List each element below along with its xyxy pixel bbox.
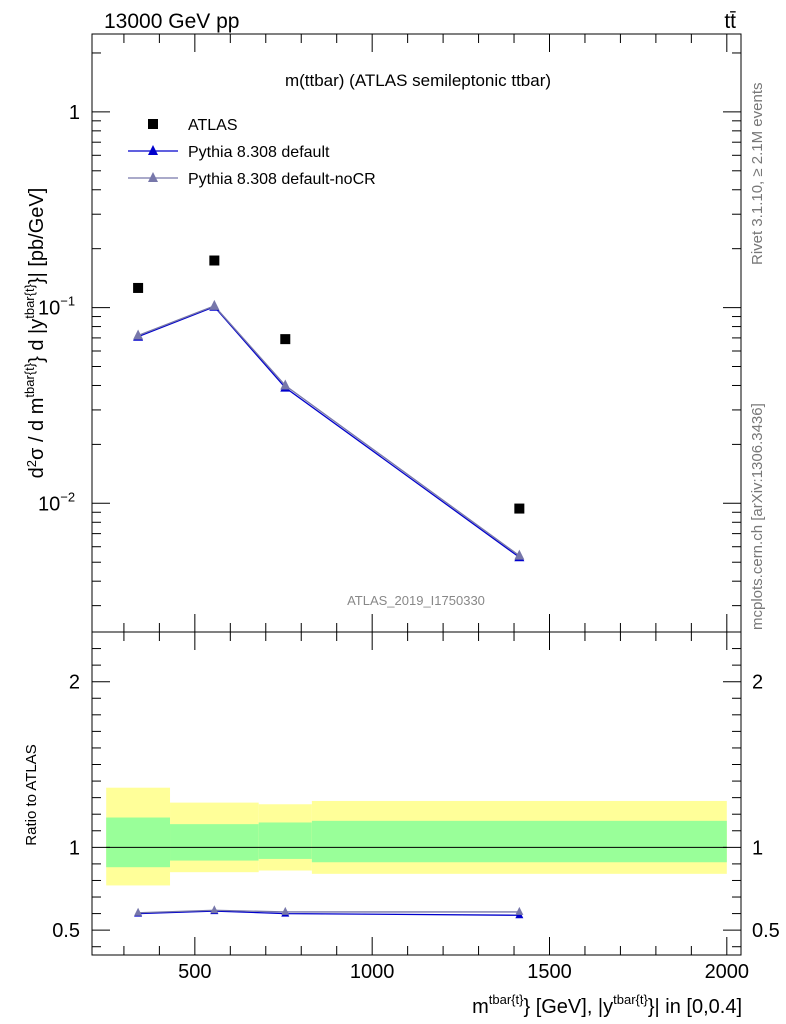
y-axis-label: d2σ / d mtbar{t}} d |ytbar{t}}| [pb/GeV]	[22, 188, 48, 479]
data-point-pythia	[514, 549, 525, 560]
ratio-y-tick-label-right: 0.5	[752, 920, 780, 942]
x-tick-label: 500	[178, 961, 211, 983]
uncertainty-band-green	[311, 820, 727, 863]
legend-label: Pythia 8.308 default	[188, 144, 330, 161]
ratio-panel: 0.5 0.5 1 1 2 2 500 1000 1500 2000 Ratio to ATLAS…	[23, 631, 780, 1018]
ratio-y-axis-label: Ratio to ATLAS	[23, 744, 40, 845]
y-tick-label: 10−2	[38, 489, 75, 515]
series-line	[137, 305, 520, 558]
legend-label: ATLAS	[188, 117, 238, 134]
ratio-frame	[91, 631, 742, 956]
ratio-axis-ticks: 0.5 0.5 1 1 2 2 500 1000 1500 2000	[52, 632, 780, 983]
main-axis-ticks: 10−2 10−1 1	[38, 34, 741, 632]
x-tick-label: 1500	[527, 961, 572, 983]
x-tick-label: 1000	[350, 961, 395, 983]
header-left: 13000 GeV pp	[104, 10, 239, 33]
uncertainty-band-green	[106, 817, 171, 868]
data-point-pythia	[280, 379, 291, 390]
x-axis-label: mtbar{t}} [GeV], |ytbar{t}}| in [0,0.4]	[472, 992, 742, 1018]
legend-marker-pythia	[148, 145, 158, 155]
ratio-y-tick-label: 2	[69, 672, 80, 694]
data-point-atlas	[209, 255, 220, 266]
ratio-data-point	[210, 905, 219, 914]
series-line	[137, 305, 520, 557]
data-point-pythia	[133, 329, 144, 340]
mcplots-label: mcplots.cern.ch [arXiv:1306.3436]	[749, 403, 766, 630]
ratio-y-tick-label: 1	[69, 837, 80, 859]
data-point-atlas	[514, 503, 525, 514]
chart-title: m(ttbar) (ATLAS semileptonic ttbar)	[285, 71, 551, 90]
legend-label: Pythia 8.308 default-noCR	[188, 171, 376, 188]
uncertainty-band-green	[170, 824, 259, 861]
legend-marker-pythia	[148, 172, 158, 182]
uncertainty-band-green	[258, 822, 312, 859]
ratio-series-line	[138, 909, 520, 914]
data-point-atlas	[133, 282, 144, 293]
rivet-label: Rivet 3.1.10, ≥ 2.1M events	[749, 83, 766, 266]
y-tick-label: 1	[69, 102, 80, 124]
ratio-y-tick-label: 0.5	[52, 920, 80, 942]
analysis-label: ATLAS_2019_I1750330	[347, 593, 485, 608]
x-tick-label: 2000	[705, 961, 750, 983]
ratio-data-point	[134, 907, 143, 916]
y-tick-label: 10−1	[38, 294, 75, 320]
data-point-atlas	[280, 334, 291, 345]
data-point-pythia	[209, 299, 220, 310]
main-panel: 10−2 10−1 1 m(ttbar) (ATLAS semileptonic t…	[22, 33, 742, 633]
ratio-data-point	[281, 906, 290, 915]
legend-marker-atlas	[148, 119, 158, 129]
legend: ATLAS Pythia 8.308 default Pythia 8.308 de…	[128, 117, 376, 188]
header-right: tt̄	[724, 10, 736, 33]
ratio-series-line	[138, 910, 520, 916]
ratio-data-point	[515, 906, 524, 915]
ratio-y-tick-label-right: 1	[752, 837, 763, 859]
ratio-y-tick-label-right: 2	[752, 672, 763, 694]
